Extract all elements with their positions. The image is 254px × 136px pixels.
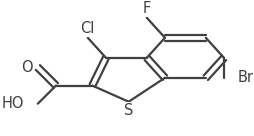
Text: Br: Br — [237, 70, 252, 85]
Text: O: O — [21, 60, 32, 75]
Text: S: S — [123, 103, 133, 118]
Text: HO: HO — [2, 96, 24, 111]
Text: F: F — [142, 1, 150, 16]
Text: Cl: Cl — [80, 21, 94, 36]
